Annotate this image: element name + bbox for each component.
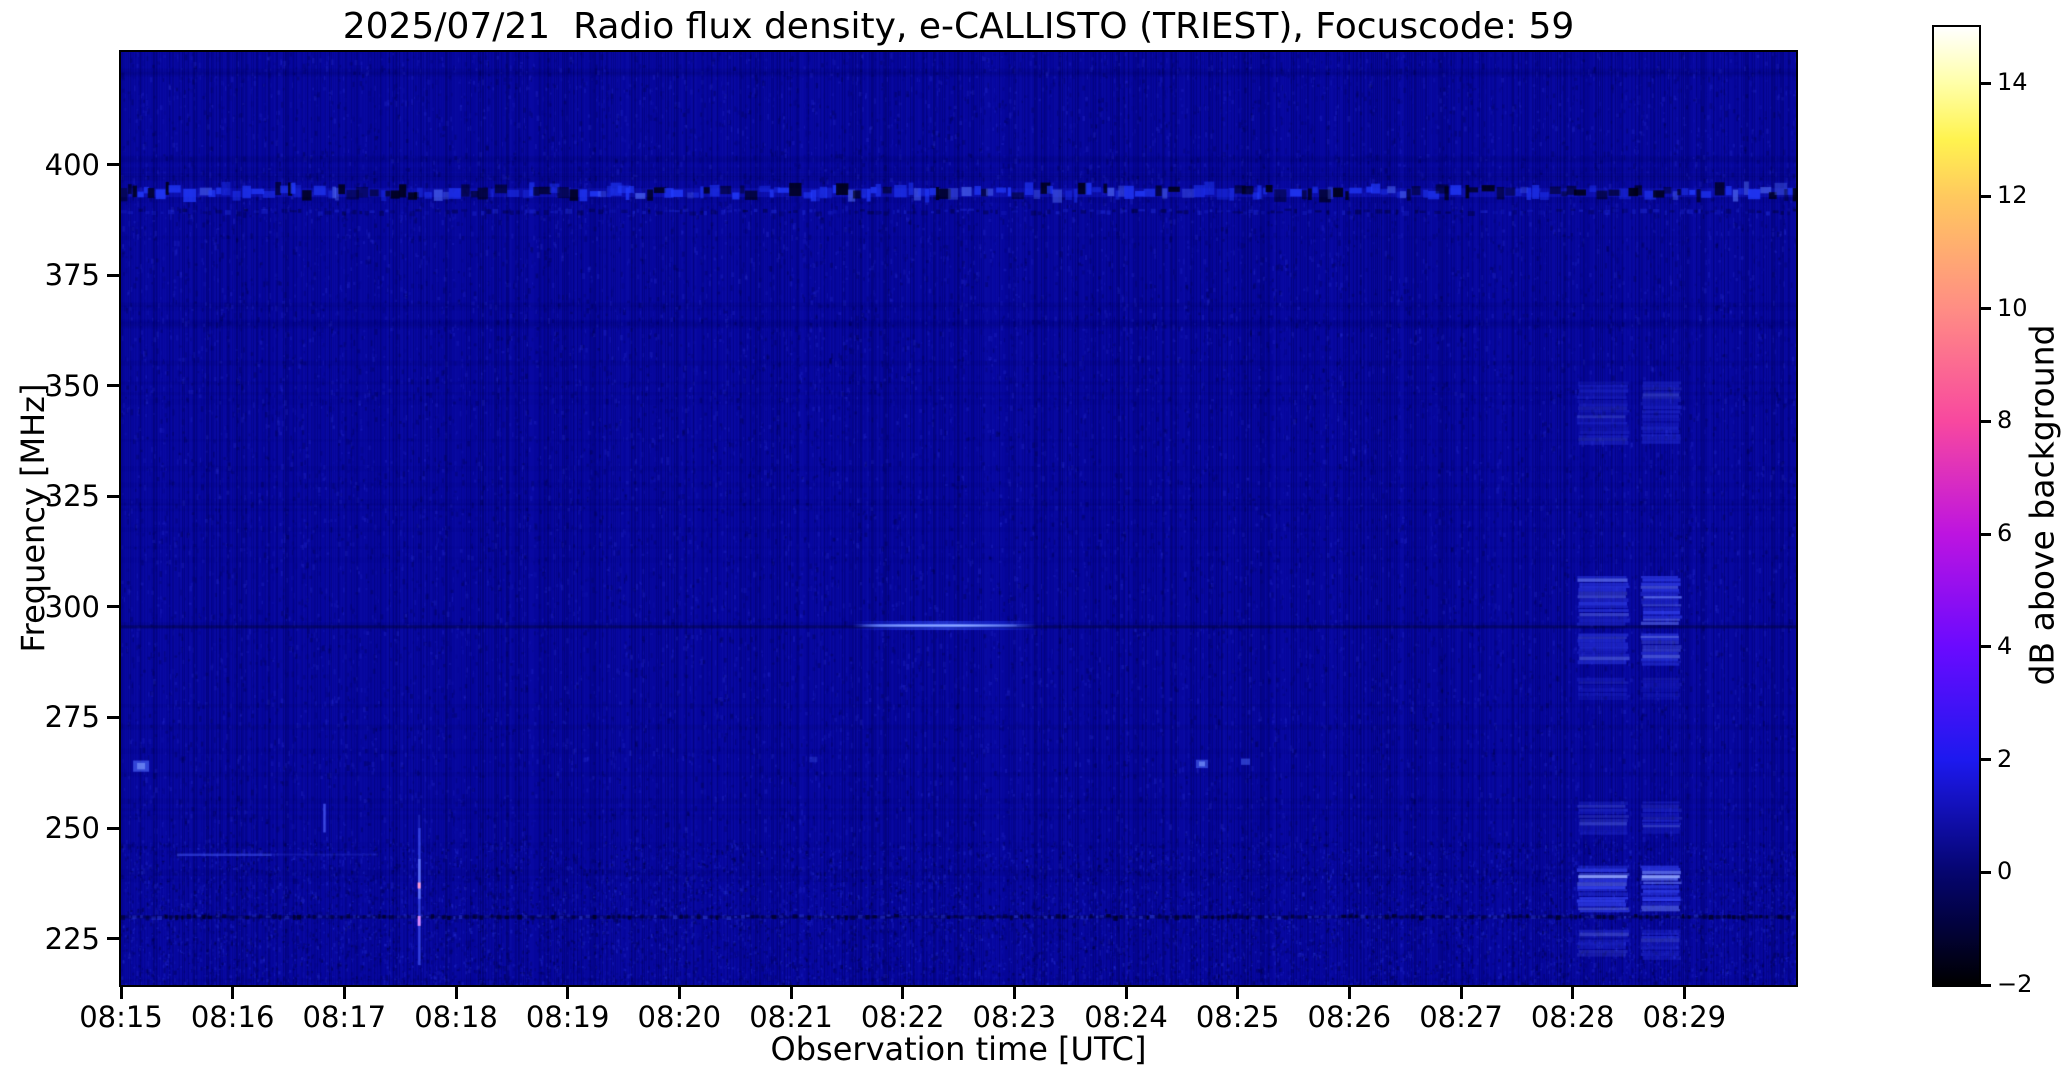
x-tick-mark	[454, 987, 458, 999]
y-axis-label: Frequency [MHz]	[14, 383, 52, 653]
x-tick-label: 08:27	[1419, 1000, 1503, 1034]
x-tick-mark	[1236, 987, 1240, 999]
colorbar-tick-label: 6	[1997, 519, 2013, 548]
x-tick-label: 08:24	[1084, 1000, 1168, 1034]
colorbar-tick-mark	[1981, 645, 1991, 649]
x-tick-label: 08:16	[190, 1000, 275, 1034]
x-tick-mark	[789, 987, 793, 999]
x-tick-label: 08:23	[972, 1000, 1057, 1034]
x-tick-mark	[119, 987, 123, 999]
y-tick-mark	[107, 494, 119, 498]
x-tick-label: 08:17	[302, 1000, 387, 1034]
x-tick-label: 08:25	[1195, 1000, 1280, 1034]
colorbar-tick-mark	[1981, 532, 1991, 536]
x-tick-mark	[677, 987, 681, 999]
colorbar-tick-label: 14	[1997, 68, 2028, 97]
colorbar-tick-mark	[1981, 983, 1991, 987]
x-tick-mark	[1571, 987, 1575, 999]
y-tick-mark	[107, 163, 119, 167]
y-tick-mark	[107, 826, 119, 830]
plot-area	[119, 50, 1798, 987]
y-tick-mark	[107, 937, 119, 941]
y-tick-label: 225	[44, 921, 100, 956]
colorbar-tick-mark	[1981, 194, 1991, 198]
colorbar-tick-mark	[1981, 758, 1991, 762]
y-tick-label: 350	[44, 368, 100, 403]
colorbar-tick-mark	[1981, 870, 1991, 874]
y-tick-label: 250	[44, 811, 100, 846]
colorbar-tick-mark	[1981, 307, 1991, 311]
x-tick-mark	[1124, 987, 1128, 999]
y-tick-label: 400	[44, 147, 100, 182]
x-tick-label: 08:29	[1642, 1000, 1727, 1034]
y-tick-label: 375	[44, 258, 100, 293]
x-tick-label: 08:15	[79, 1000, 163, 1034]
colorbar-label: dB above background	[2022, 324, 2062, 686]
x-tick-label: 08:19	[525, 1000, 610, 1034]
spectrogram-canvas	[121, 52, 1796, 985]
y-tick-mark	[107, 384, 119, 388]
colorbar-tick-mark	[1981, 419, 1991, 423]
x-tick-label: 08:20	[637, 1000, 722, 1034]
y-tick-label: 325	[44, 479, 100, 514]
y-tick-label: 275	[44, 700, 100, 735]
x-axis-label: Observation time [UTC]	[770, 1030, 1147, 1067]
colorbar-gradient	[1934, 27, 1979, 985]
colorbar-tick-label: 10	[1997, 293, 2028, 322]
y-tick-mark	[107, 715, 119, 719]
colorbar	[1932, 25, 1981, 987]
x-tick-label: 08:22	[860, 1000, 945, 1034]
y-tick-mark	[107, 605, 119, 609]
x-tick-mark	[901, 987, 905, 999]
colorbar-tick-label: 8	[1997, 406, 2013, 435]
colorbar-tick-label: 0	[1997, 857, 2013, 886]
y-tick-label: 300	[44, 589, 100, 624]
x-tick-mark	[1347, 987, 1351, 999]
chart-title: 2025/07/21 Radio flux density, e-CALLIST…	[342, 6, 1575, 47]
x-tick-mark	[1682, 987, 1686, 999]
x-tick-mark	[1012, 987, 1016, 999]
x-tick-mark	[1459, 987, 1463, 999]
y-tick-mark	[107, 273, 119, 277]
x-tick-label: 08:21	[749, 1000, 833, 1034]
colorbar-tick-mark	[1981, 81, 1991, 85]
colorbar-tick-label: −2	[1997, 970, 2033, 998]
x-tick-mark	[342, 987, 346, 999]
x-tick-mark	[566, 987, 570, 999]
colorbar-tick-label: 12	[1997, 181, 2028, 210]
x-tick-label: 08:18	[414, 1000, 498, 1034]
colorbar-tick-label: 4	[1997, 631, 2013, 660]
x-tick-label: 08:28	[1530, 1000, 1615, 1034]
colorbar-tick-label: 2	[1997, 744, 2013, 773]
x-tick-label: 08:26	[1307, 1000, 1392, 1034]
x-tick-mark	[231, 987, 235, 999]
